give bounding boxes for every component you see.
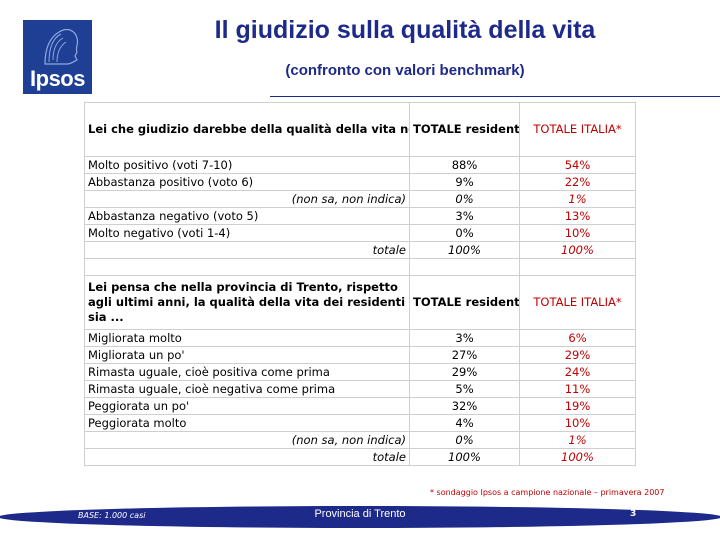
row-label: Abbastanza negativo (voto 5) (84, 207, 410, 225)
table-header-row: Lei che giudizio darebbe della qualità d… (84, 102, 636, 157)
value-trento: 3% (409, 329, 520, 347)
row-label: Migliorata un po' (84, 346, 410, 364)
value-italia: 24% (519, 363, 636, 381)
page-number: 3 (630, 509, 637, 519)
row-label: totale (84, 448, 410, 466)
value-italia: 100% (519, 241, 636, 259)
table-row: Rimasta uguale, cioè positiva come prima… (84, 363, 636, 381)
table-row: (non sa, non indica) 0% 1% (84, 190, 636, 208)
page-subtitle: (confronto con valori benchmark) (285, 62, 525, 79)
table-row: (non sa, non indica) 0% 1% (84, 431, 636, 449)
table-row: Molto negativo (voti 1-4) 0% 10% (84, 224, 636, 242)
value-trento: 0% (409, 190, 520, 208)
row-label: Rimasta uguale, cioè negativa come prima (84, 380, 410, 398)
row-label: Molto negativo (voti 1-4) (84, 224, 410, 242)
row-label: Migliorata molto (84, 329, 410, 347)
table-row: Abbastanza negativo (voto 5) 3% 13% (84, 207, 636, 225)
value-italia: 10% (519, 224, 636, 242)
header-trento: TOTALE residenti prov. Trento (409, 102, 520, 157)
value-italia: 11% (519, 380, 636, 398)
value-trento: 3% (409, 207, 520, 225)
value-italia: 29% (519, 346, 636, 364)
question-2: Lei pensa che nella provincia di Trento,… (84, 275, 410, 330)
value-italia: 6% (519, 329, 636, 347)
value-trento: 100% (409, 448, 520, 466)
value-italia: 54% (519, 156, 636, 174)
footer-bar (0, 506, 720, 528)
value-trento: 32% (409, 397, 520, 415)
footer-base: BASE: 1.000 casi (78, 511, 146, 520)
logo-text: Ipsos (30, 66, 85, 91)
value-trento: 88% (409, 156, 520, 174)
value-trento: 0% (409, 431, 520, 449)
table-row: Migliorata molto 3% 6% (84, 329, 636, 347)
row-label: Peggiorata molto (84, 414, 410, 432)
table-row: totale 100% 100% (84, 241, 636, 259)
header-italia: TOTALE ITALIA* (519, 275, 636, 330)
table-header-row: Lei pensa che nella provincia di Trento,… (84, 275, 636, 330)
profile-head-icon (44, 28, 79, 65)
value-trento: 4% (409, 414, 520, 432)
table-spacer-row (84, 258, 636, 276)
footnote: * sondaggio Ipsos a campione nazionale –… (430, 488, 665, 497)
value-trento: 5% (409, 380, 520, 398)
value-italia: 13% (519, 207, 636, 225)
question-1: Lei che giudizio darebbe della qualità d… (84, 102, 410, 157)
value-trento: 29% (409, 363, 520, 381)
footer-center: Provincia di Trento (314, 508, 406, 520)
table-row: Molto positivo (voti 7-10) 88% 54% (84, 156, 636, 174)
benchmark-table: Lei che giudizio darebbe della qualità d… (84, 102, 636, 466)
row-label: Peggiorata un po' (84, 397, 410, 415)
table-row: Rimasta uguale, cioè negativa come prima… (84, 380, 636, 398)
value-italia: 1% (519, 190, 636, 208)
value-italia: 100% (519, 448, 636, 466)
value-italia: 1% (519, 431, 636, 449)
value-trento: 27% (409, 346, 520, 364)
row-label: Molto positivo (voti 7-10) (84, 156, 410, 174)
header-trento: TOTALE residenti prov. Trento (409, 275, 520, 330)
value-trento: 0% (409, 224, 520, 242)
row-label: totale (84, 241, 410, 259)
value-trento: 9% (409, 173, 520, 191)
table-row: Peggiorata molto 4% 10% (84, 414, 636, 432)
table-row: Migliorata un po' 27% 29% (84, 346, 636, 364)
row-label: Abbastanza positivo (voto 6) (84, 173, 410, 191)
table-row: Peggiorata un po' 32% 19% (84, 397, 636, 415)
value-italia: 22% (519, 173, 636, 191)
table-row: totale 100% 100% (84, 448, 636, 466)
page-title: Il giudizio sulla qualità della vita (214, 16, 596, 44)
table-row: Abbastanza positivo (voto 6) 9% 22% (84, 173, 636, 191)
value-trento: 100% (409, 241, 520, 259)
row-label: (non sa, non indica) (84, 190, 410, 208)
header-italia: TOTALE ITALIA* (519, 102, 636, 157)
row-label: (non sa, non indica) (84, 431, 410, 449)
value-italia: 10% (519, 414, 636, 432)
row-label: Rimasta uguale, cioè positiva come prima (84, 363, 410, 381)
value-italia: 19% (519, 397, 636, 415)
title-divider (270, 96, 720, 97)
ipsos-logo: Ipsos (23, 20, 92, 94)
